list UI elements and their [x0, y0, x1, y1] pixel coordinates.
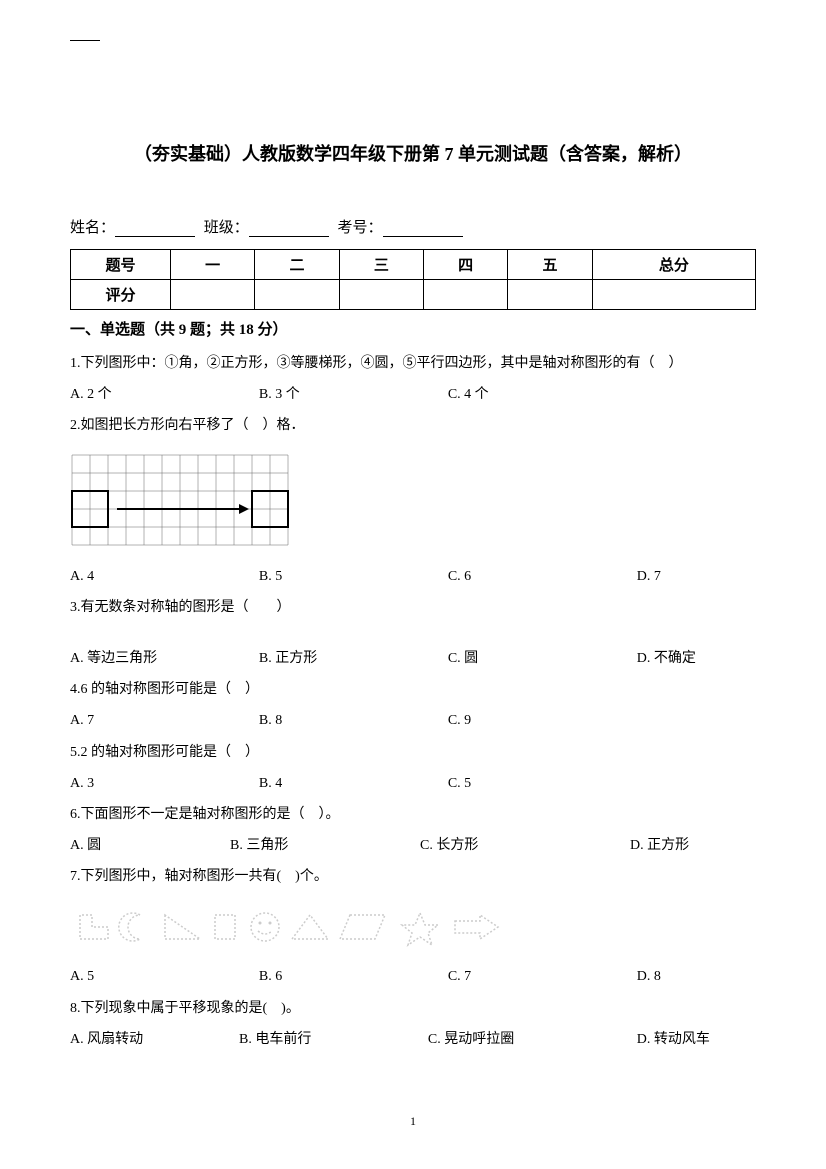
- option[interactable]: D. 转动风车: [637, 1027, 756, 1052]
- question: 3.有无数条对称轴的图形是（ ）: [70, 595, 756, 620]
- shapes-row: [70, 907, 520, 947]
- options-row: A. 7B. 8C. 9: [70, 708, 756, 733]
- option[interactable]: A. 7: [70, 708, 259, 733]
- option[interactable]: [637, 708, 756, 733]
- header-cell: 总分: [592, 250, 755, 280]
- options-row: A. 3B. 4C. 5: [70, 771, 756, 796]
- question: 1.下列图形中：①角，②正方形，③等腰梯形，④圆，⑤平行四边形，其中是轴对称图形…: [70, 351, 756, 376]
- name-label: 姓名：: [70, 220, 115, 236]
- question: 4.6 的轴对称图形可能是（ ）: [70, 677, 756, 702]
- option[interactable]: C. 圆: [448, 646, 637, 671]
- option[interactable]: D. 正方形: [630, 833, 750, 858]
- option[interactable]: B. 正方形: [259, 646, 448, 671]
- option[interactable]: C. 5: [448, 771, 637, 796]
- option[interactable]: C. 7: [448, 964, 637, 989]
- option[interactable]: D. 8: [637, 964, 756, 989]
- option[interactable]: D. 不确定: [637, 646, 756, 671]
- option[interactable]: D. 7: [637, 564, 756, 589]
- options-row: A. 5B. 6C. 7D. 8: [70, 964, 756, 989]
- option[interactable]: [637, 771, 756, 796]
- class-label: 班级：: [204, 220, 249, 236]
- page-number: 1: [0, 1114, 826, 1129]
- header-cell: 一: [171, 250, 255, 280]
- score-cell[interactable]: [171, 280, 255, 310]
- header-cell: 四: [423, 250, 507, 280]
- grid-diagram: [70, 453, 290, 547]
- id-label: 考号：: [338, 220, 383, 236]
- student-info: 姓名： 班级： 考号：: [70, 216, 756, 237]
- id-blank[interactable]: [383, 236, 463, 237]
- header-cell: 题号: [71, 250, 171, 280]
- options-row: A. 圆B. 三角形C. 长方形D. 正方形: [70, 833, 756, 858]
- option[interactable]: A. 4: [70, 564, 259, 589]
- option[interactable]: B. 三角形: [230, 833, 420, 858]
- option[interactable]: A. 3: [70, 771, 259, 796]
- option[interactable]: B. 4: [259, 771, 448, 796]
- option[interactable]: C. 6: [448, 564, 637, 589]
- header-cell: 二: [255, 250, 339, 280]
- options-row: A. 2 个B. 3 个C. 4 个: [70, 382, 756, 407]
- score-cell[interactable]: [508, 280, 592, 310]
- header-cell: 五: [508, 250, 592, 280]
- page-title: （夯实基础）人教版数学四年级下册第 7 单元测试题（含答案，解析）: [70, 140, 756, 166]
- question: 6.下面图形不一定是轴对称图形的是（ ）。: [70, 802, 756, 827]
- table-row: 题号 一 二 三 四 五 总分: [71, 250, 756, 280]
- section-header: 一、单选题（共 9 题；共 18 分）: [70, 318, 756, 339]
- options-row: A. 风扇转动B. 电车前行C. 晃动呼拉圈D. 转动风车: [70, 1027, 756, 1052]
- options-row: A. 4B. 5C. 6D. 7: [70, 564, 756, 589]
- option[interactable]: C. 4 个: [448, 382, 637, 407]
- score-label: 评分: [71, 280, 171, 310]
- options-row: A. 等边三角形B. 正方形C. 圆D. 不确定: [70, 646, 756, 671]
- option[interactable]: A. 风扇转动: [70, 1027, 239, 1052]
- score-cell[interactable]: [255, 280, 339, 310]
- option[interactable]: C. 晃动呼拉圈: [428, 1027, 637, 1052]
- option[interactable]: C. 9: [448, 708, 637, 733]
- option[interactable]: A. 2 个: [70, 382, 259, 407]
- score-cell[interactable]: [423, 280, 507, 310]
- score-cell[interactable]: [592, 280, 755, 310]
- option[interactable]: [637, 382, 756, 407]
- option[interactable]: A. 5: [70, 964, 259, 989]
- question: 8.下列现象中属于平移现象的是( )。: [70, 996, 756, 1021]
- questions-container: 1.下列图形中：①角，②正方形，③等腰梯形，④圆，⑤平行四边形，其中是轴对称图形…: [70, 351, 756, 1052]
- option[interactable]: B. 3 个: [259, 382, 448, 407]
- question: 7.下列图形中，轴对称图形一共有( )个。: [70, 864, 756, 889]
- question: 2.如图把长方形向右平移了（ ）格．: [70, 413, 756, 438]
- option[interactable]: A. 圆: [70, 833, 230, 858]
- header-cell: 三: [339, 250, 423, 280]
- option[interactable]: B. 电车前行: [239, 1027, 428, 1052]
- option[interactable]: A. 等边三角形: [70, 646, 259, 671]
- top-rule: [70, 40, 100, 41]
- option[interactable]: B. 6: [259, 964, 448, 989]
- question: 5.2 的轴对称图形可能是（ ）: [70, 740, 756, 765]
- score-table: 题号 一 二 三 四 五 总分 评分: [70, 249, 756, 310]
- option[interactable]: B. 8: [259, 708, 448, 733]
- option[interactable]: C. 长方形: [420, 833, 630, 858]
- score-cell[interactable]: [339, 280, 423, 310]
- name-blank[interactable]: [115, 236, 195, 237]
- table-row: 评分: [71, 280, 756, 310]
- blank-space: [70, 626, 756, 646]
- option[interactable]: B. 5: [259, 564, 448, 589]
- class-blank[interactable]: [249, 236, 329, 237]
